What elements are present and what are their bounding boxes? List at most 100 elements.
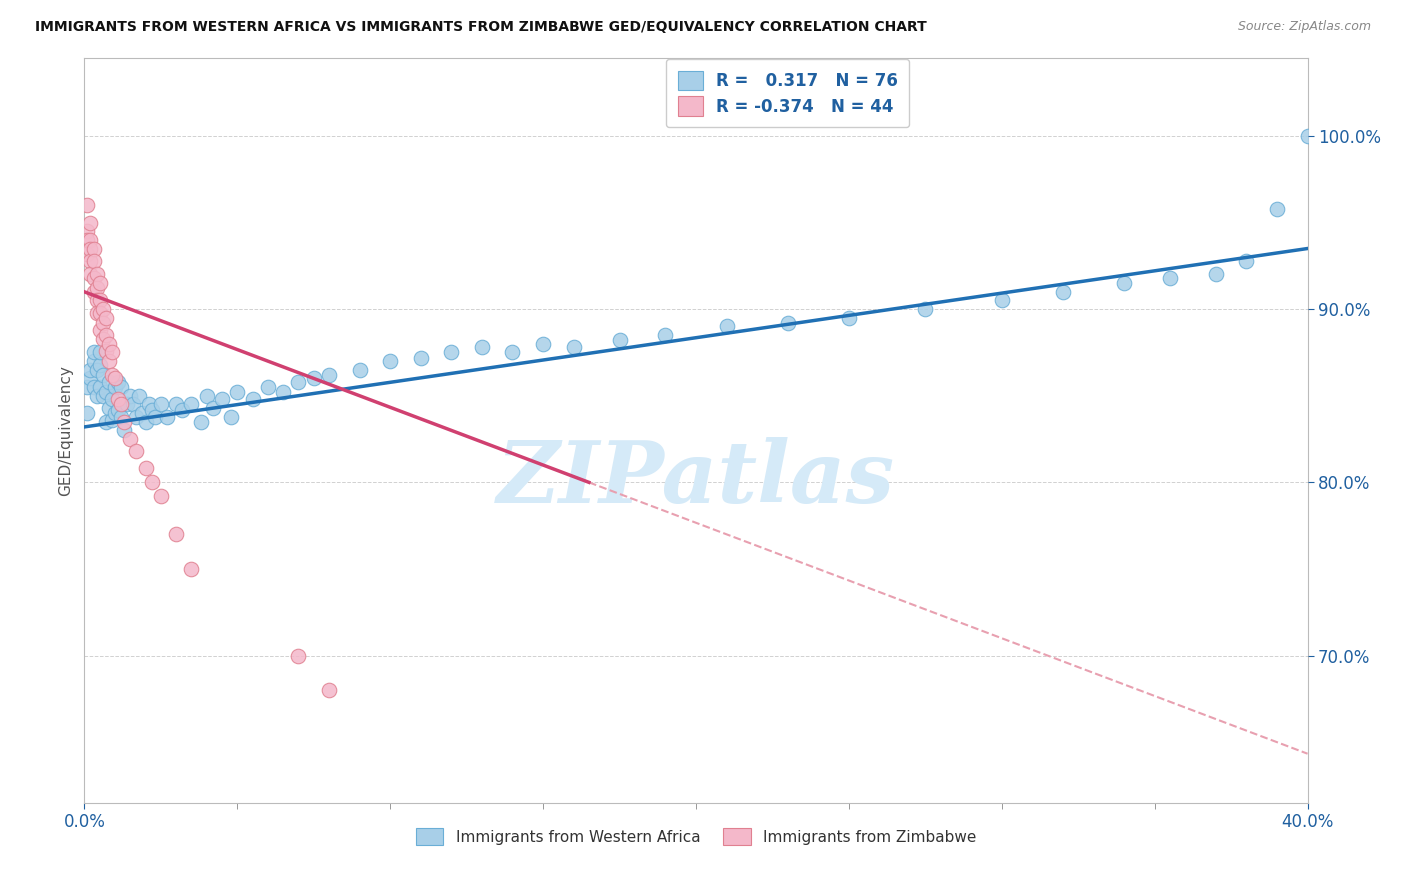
Point (76, 246, 98, 260)
Point (101, 345, 124, 359)
Point (380, 354, 402, 368)
Point (79, 242, 101, 256)
Point (318, 683, 340, 698)
Point (302, 371, 325, 385)
Point (83, 345, 105, 359)
Point (97, 375, 120, 389)
Point (89, 293, 111, 308)
Point (112, 415, 135, 429)
Point (349, 363, 371, 377)
Point (115, 397, 138, 411)
Point (190, 415, 212, 429)
Point (97, 354, 120, 368)
Text: IMMIGRANTS FROM WESTERN AFRICA VS IMMIGRANTS FROM ZIMBABWE GED/EQUIVALENCY CORRE: IMMIGRANTS FROM WESTERN AFRICA VS IMMIGR… (35, 20, 927, 34)
Point (94, 310, 117, 325)
Point (409, 351, 432, 365)
Point (91, 332, 114, 346)
Point (76, 233, 98, 247)
Point (562, 340, 585, 354)
Point (83, 253, 105, 268)
Point (122, 397, 145, 411)
Point (79, 371, 101, 385)
Point (101, 368, 124, 382)
Point (1052, 285, 1074, 299)
Point (125, 409, 148, 424)
Point (86, 293, 108, 308)
Point (76, 380, 98, 394)
Point (120, 389, 142, 403)
Point (242, 392, 264, 407)
Point (79, 233, 101, 247)
Point (180, 562, 202, 576)
Point (89, 276, 111, 290)
Point (1236, 253, 1258, 268)
Point (94, 343, 117, 358)
Point (104, 406, 127, 420)
Point (654, 328, 676, 343)
Point (776, 316, 799, 330)
Point (83, 242, 105, 256)
Point (165, 397, 187, 411)
Point (83, 354, 105, 368)
Point (101, 413, 124, 427)
Point (83, 271, 105, 285)
Point (838, 310, 860, 325)
Point (91, 389, 114, 403)
Point (125, 444, 148, 458)
Point (83, 380, 105, 394)
Point (991, 293, 1014, 308)
Point (211, 392, 233, 407)
Point (1205, 268, 1227, 282)
Point (1114, 276, 1136, 290)
Point (86, 305, 108, 319)
Point (716, 319, 738, 334)
Point (110, 397, 132, 411)
Y-axis label: GED/Equivalency: GED/Equivalency (58, 365, 73, 496)
Point (86, 363, 108, 377)
Legend: Immigrants from Western Africa, Immigrants from Zimbabwe: Immigrants from Western Africa, Immigran… (409, 822, 983, 851)
Point (271, 385, 294, 400)
Point (287, 648, 309, 663)
Point (531, 336, 554, 351)
Point (76, 198, 98, 212)
Point (101, 392, 124, 407)
Point (149, 397, 172, 411)
Point (91, 316, 114, 330)
Point (609, 334, 631, 348)
Point (219, 409, 242, 424)
Point (97, 336, 120, 351)
Point (86, 268, 108, 282)
Point (172, 402, 194, 417)
Point (502, 345, 524, 359)
Point (135, 461, 157, 475)
Point (97, 401, 120, 415)
Point (76, 406, 98, 420)
Point (89, 345, 111, 359)
Point (440, 345, 463, 359)
Point (131, 406, 153, 420)
Point (89, 323, 111, 337)
Point (89, 380, 111, 394)
Point (318, 368, 340, 382)
Point (86, 389, 108, 403)
Point (91, 368, 114, 382)
Text: ZIPatlas: ZIPatlas (496, 437, 896, 521)
Point (79, 253, 101, 268)
Point (120, 432, 142, 446)
Point (89, 305, 111, 319)
Point (110, 380, 132, 394)
Point (107, 375, 129, 389)
Point (135, 415, 157, 429)
Point (180, 397, 202, 411)
Point (79, 268, 101, 282)
Point (195, 389, 218, 403)
Point (471, 340, 494, 354)
Point (141, 402, 163, 417)
Point (83, 285, 105, 299)
Point (112, 424, 135, 438)
Point (1265, 202, 1288, 216)
Point (76, 224, 98, 238)
Point (94, 415, 117, 429)
Point (149, 489, 172, 503)
Point (914, 302, 936, 317)
